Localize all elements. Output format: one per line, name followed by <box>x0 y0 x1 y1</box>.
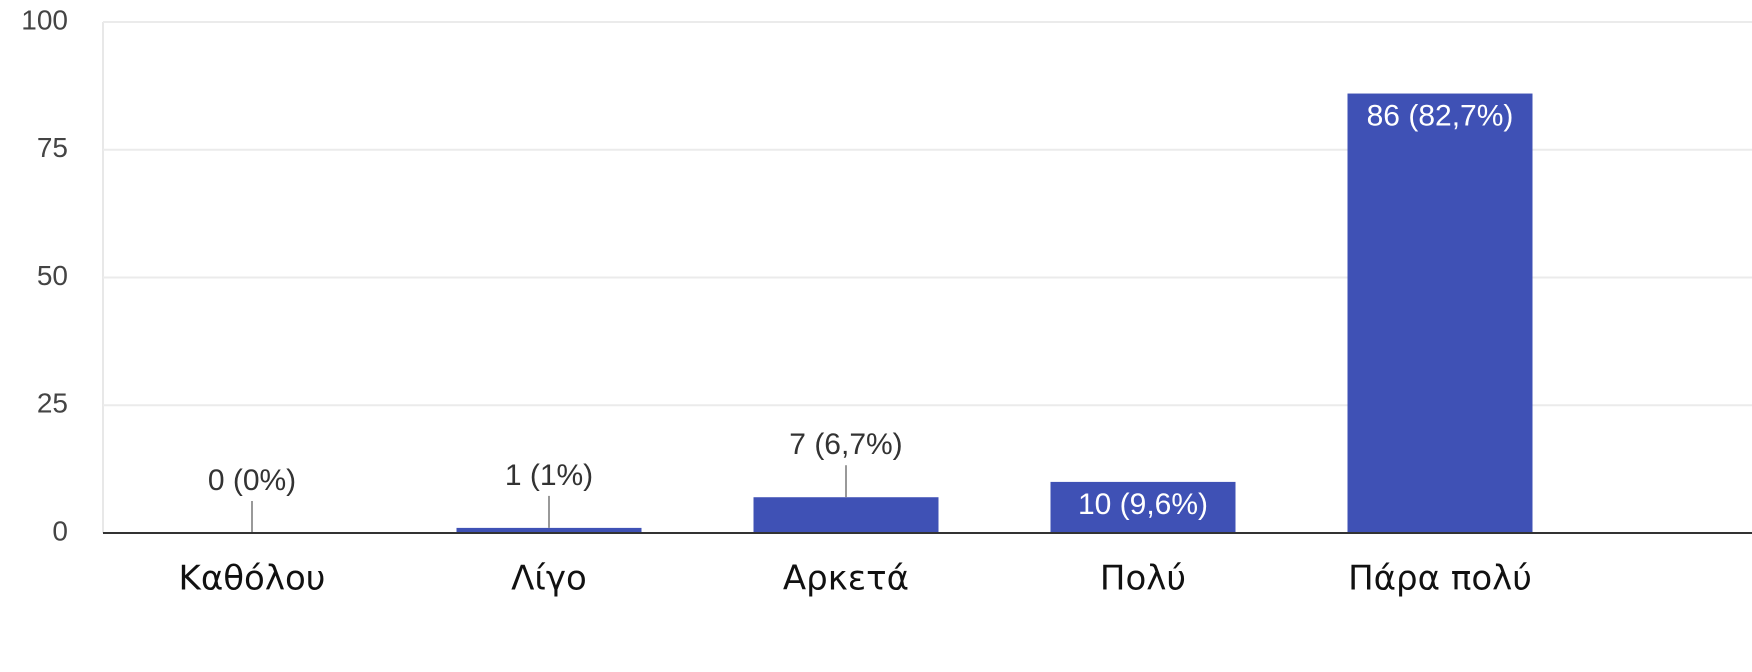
value-label: 10 (9,6%) <box>1078 488 1208 521</box>
x-tick-label: Καθόλου <box>179 559 326 599</box>
x-tick-label: Λίγο <box>511 559 587 599</box>
bar <box>1050 481 1236 533</box>
y-tick-label: 100 <box>21 4 68 35</box>
bar <box>753 497 939 533</box>
value-label: 86 (82,7%) <box>1367 99 1514 132</box>
y-tick-label: 25 <box>37 388 68 419</box>
x-tick-label: Πολύ <box>1100 559 1186 599</box>
value-label: 1 (1%) <box>505 459 593 492</box>
value-label: 7 (6,7%) <box>789 428 902 461</box>
y-tick-label: 0 <box>52 515 68 546</box>
y-tick-label: 75 <box>37 132 68 163</box>
bar <box>456 527 642 533</box>
bar <box>1347 93 1533 533</box>
x-tick-label: Αρκετά <box>783 559 909 599</box>
value-label: 0 (0%) <box>208 464 296 497</box>
y-tick-label: 50 <box>37 260 68 291</box>
x-tick-label: Πάρα πολύ <box>1348 559 1532 599</box>
